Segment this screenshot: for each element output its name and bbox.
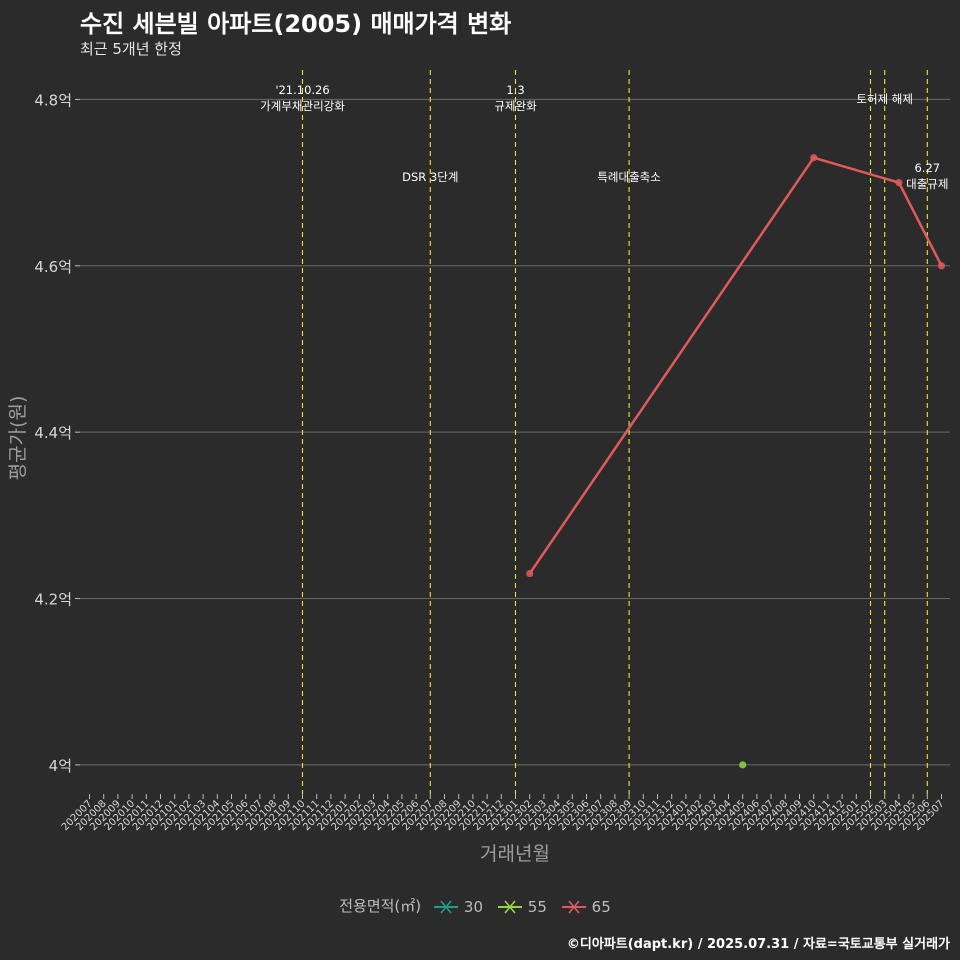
legend-item-30: 30 (433, 897, 484, 916)
chart-subtitle: 최근 5개년 한정 (80, 40, 182, 58)
y-tick-label: 4.4억 (34, 424, 72, 442)
data-point-65 (895, 179, 903, 187)
event-label: 규제완화 (494, 99, 537, 113)
chart-title: 수진 세븐빌 아파트(2005) 매매가격 변화 (80, 10, 512, 38)
data-point-65 (810, 154, 818, 162)
y-tick-label: 4.2억 (34, 591, 72, 609)
event-label: 토허제 해제 (856, 92, 913, 106)
legend-label-30: 30 (463, 897, 484, 916)
event-label: 6.27 (914, 161, 940, 175)
y-axis: 4억 4.2억 4.4억 4.6억 4.8억 (34, 91, 80, 775)
legend-label-65: 65 (591, 897, 611, 916)
legend-key-30-icon (433, 900, 458, 914)
legend-title: 전용면적(㎡) (339, 897, 422, 915)
event-label: '21.10.26 (275, 83, 329, 97)
legend-item-55: 55 (497, 897, 547, 916)
legend-key-55-icon (497, 900, 522, 914)
y-tick-label: 4.6억 (34, 258, 72, 276)
series-line-65 (528, 156, 943, 575)
x-axis-title: 거래년월 (480, 843, 550, 865)
y-axis-title: 평균가(원) (7, 396, 29, 481)
legend-item-65: 65 (561, 897, 611, 916)
event-label: 1.3 (506, 83, 524, 97)
y-tick-label: 4.8억 (34, 91, 72, 109)
event-label: DSR 3단계 (402, 170, 458, 184)
data-point-65 (526, 569, 534, 578)
legend-label-55: 55 (527, 897, 547, 916)
data-point-65 (937, 262, 946, 270)
source-caption: ©디아파트(dapt.kr) / 2025.07.31 / 자료=국토교통부 실… (566, 937, 950, 952)
x-axis: 2020072020082020092020102020112020122021… (60, 794, 947, 833)
legend: 전용면적(㎡) 30 55 65 (0, 895, 960, 916)
y-tick-label: 4억 (49, 757, 72, 775)
data-series (526, 154, 946, 769)
event-label: 가계부채관리강화 (260, 99, 345, 113)
legend-key-65-icon (561, 900, 586, 914)
data-point-55 (739, 761, 747, 769)
event-label: 특례대출축소 (597, 170, 660, 184)
event-label: 대출규제 (906, 177, 948, 191)
